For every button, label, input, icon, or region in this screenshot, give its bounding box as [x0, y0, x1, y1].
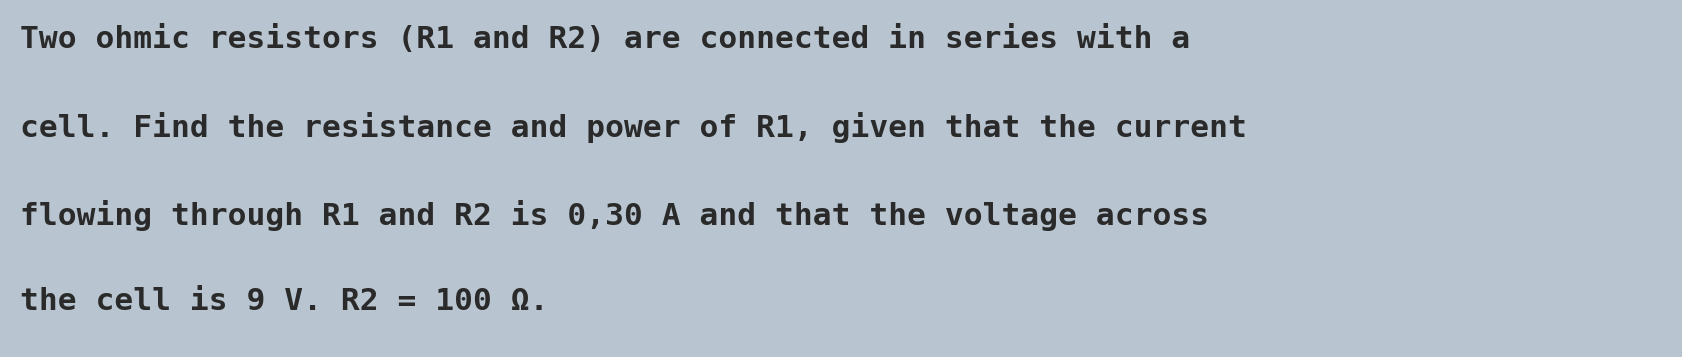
Text: Two ohmic resistors (R1 and R2) are connected in series with a: Two ohmic resistors (R1 and R2) are conn…: [20, 25, 1189, 54]
Text: flowing through R1 and R2 is 0,30 A and that the voltage across: flowing through R1 and R2 is 0,30 A and …: [20, 200, 1209, 231]
Text: cell. Find the resistance and power of R1, given that the current: cell. Find the resistance and power of R…: [20, 112, 1246, 144]
Text: the cell is 9 V. R2 = 100 Ω.: the cell is 9 V. R2 = 100 Ω.: [20, 287, 548, 316]
